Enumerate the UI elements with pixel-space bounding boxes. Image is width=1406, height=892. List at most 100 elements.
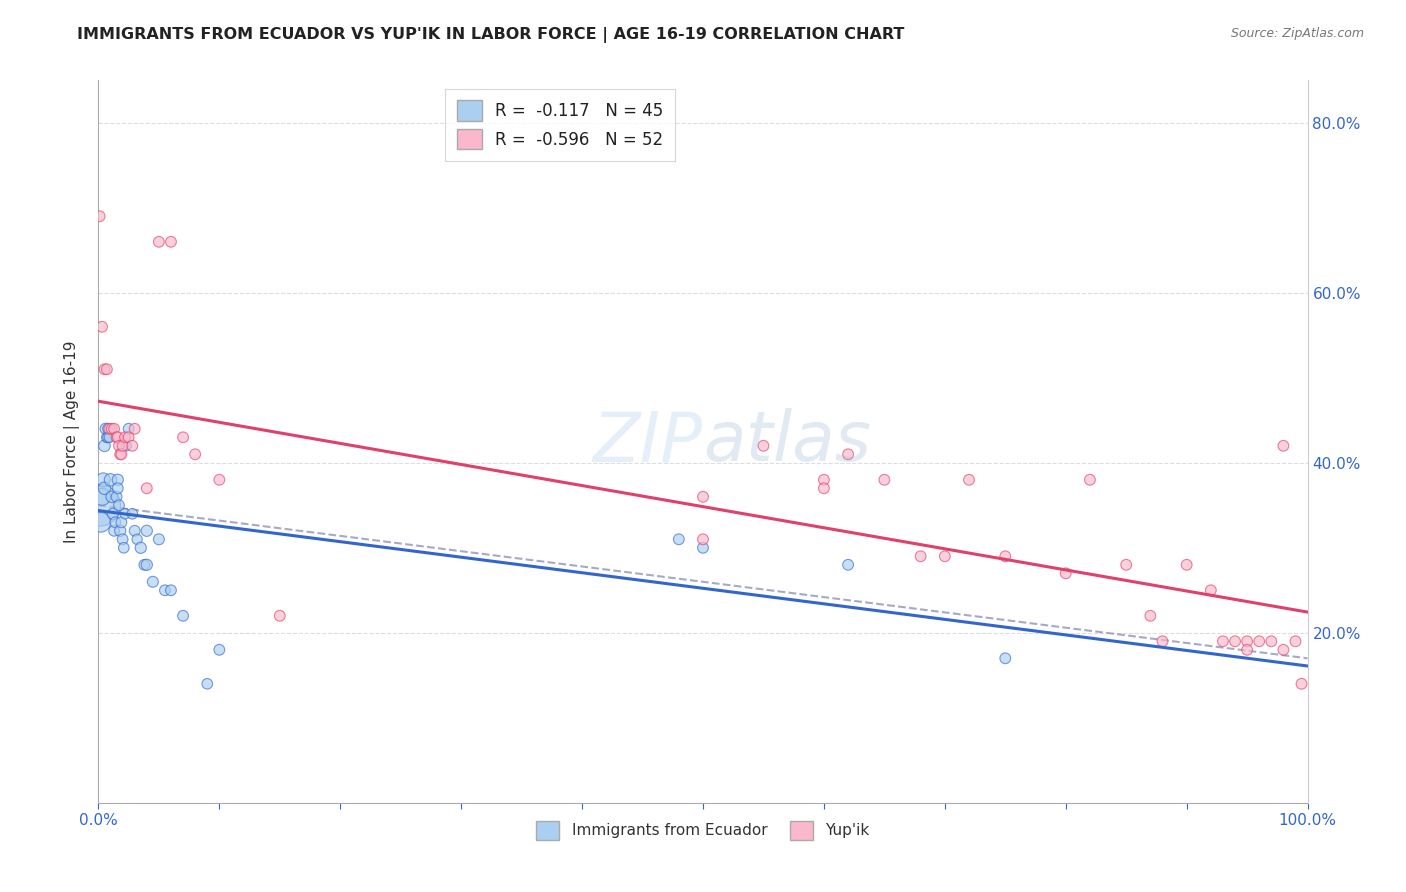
Point — [105, 490, 128, 504]
Point — [121, 507, 143, 521]
Point — [111, 533, 134, 547]
Point — [172, 608, 194, 623]
Point — [160, 235, 183, 249]
Point — [100, 473, 122, 487]
Point — [134, 558, 156, 572]
Text: Source: ZipAtlas.com: Source: ZipAtlas.com — [1230, 27, 1364, 40]
Point — [135, 558, 157, 572]
Point — [107, 481, 129, 495]
Point — [127, 533, 149, 547]
Point — [129, 541, 152, 555]
Point — [91, 490, 114, 504]
Legend: Immigrants from Ecuador, Yup'ik: Immigrants from Ecuador, Yup'ik — [530, 815, 876, 846]
Point — [1175, 558, 1198, 572]
Point — [124, 524, 146, 538]
Point — [148, 235, 170, 249]
Point — [813, 473, 835, 487]
Point — [135, 481, 157, 495]
Point — [93, 362, 115, 376]
Point — [96, 362, 118, 376]
Point — [91, 473, 114, 487]
Point — [89, 209, 111, 223]
Point — [103, 524, 125, 538]
Point — [135, 524, 157, 538]
Point — [97, 422, 120, 436]
Point — [118, 430, 141, 444]
Point — [1212, 634, 1234, 648]
Point — [118, 422, 141, 436]
Point — [1284, 634, 1306, 648]
Point — [107, 473, 129, 487]
Point — [110, 516, 132, 530]
Point — [93, 439, 115, 453]
Point — [1139, 608, 1161, 623]
Point — [91, 319, 114, 334]
Point — [1272, 642, 1295, 657]
Text: IMMIGRANTS FROM ECUADOR VS YUP'IK IN LABOR FORCE | AGE 16-19 CORRELATION CHART: IMMIGRANTS FROM ECUADOR VS YUP'IK IN LAB… — [77, 27, 904, 43]
Point — [172, 430, 194, 444]
Point — [89, 498, 111, 512]
Point — [1223, 634, 1246, 648]
Point — [1249, 634, 1271, 648]
Point — [108, 524, 131, 538]
Point — [97, 430, 120, 444]
Point — [910, 549, 932, 564]
Point — [94, 422, 117, 436]
Point — [114, 430, 136, 444]
Point — [115, 439, 138, 453]
Point — [1236, 642, 1258, 657]
Point — [873, 473, 896, 487]
Point — [160, 583, 183, 598]
Point — [142, 574, 165, 589]
Point — [98, 422, 121, 436]
Point — [208, 473, 231, 487]
Point — [90, 516, 112, 530]
Point — [153, 583, 176, 598]
Point — [100, 422, 122, 436]
Point — [1291, 677, 1313, 691]
Point — [692, 533, 714, 547]
Point — [184, 447, 207, 461]
Point — [1260, 634, 1282, 648]
Point — [104, 516, 127, 530]
Point — [1152, 634, 1174, 648]
Point — [111, 439, 134, 453]
Point — [121, 439, 143, 453]
Point — [1054, 566, 1077, 581]
Point — [957, 473, 980, 487]
Point — [98, 430, 121, 444]
Point — [114, 507, 136, 521]
Point — [934, 549, 956, 564]
Point — [110, 447, 132, 461]
Point — [1236, 634, 1258, 648]
Point — [1115, 558, 1137, 572]
Point — [105, 430, 128, 444]
Point — [994, 549, 1017, 564]
Point — [108, 439, 131, 453]
Point — [107, 430, 129, 444]
Point — [752, 439, 775, 453]
Point — [108, 498, 131, 512]
Point — [108, 447, 131, 461]
Point — [93, 481, 115, 495]
Point — [124, 422, 146, 436]
Point — [101, 507, 124, 521]
Point — [813, 481, 835, 495]
Point — [1078, 473, 1101, 487]
Text: ZIP: ZIP — [593, 408, 703, 475]
Text: atlas: atlas — [703, 408, 870, 475]
Point — [1272, 439, 1295, 453]
Point — [837, 558, 859, 572]
Point — [1199, 583, 1222, 598]
Point — [103, 422, 125, 436]
Point — [668, 533, 690, 547]
Point — [837, 447, 859, 461]
Point — [100, 490, 122, 504]
Y-axis label: In Labor Force | Age 16-19: In Labor Force | Age 16-19 — [63, 340, 80, 543]
Point — [148, 533, 170, 547]
Point — [112, 541, 135, 555]
Point — [195, 677, 218, 691]
Point — [994, 651, 1017, 665]
Point — [269, 608, 291, 623]
Point — [692, 541, 714, 555]
